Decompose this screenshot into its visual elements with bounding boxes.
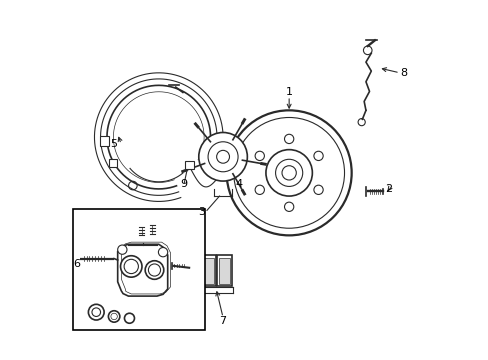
Text: 6: 6 (73, 259, 80, 269)
Circle shape (265, 150, 312, 196)
Circle shape (108, 311, 120, 322)
Circle shape (158, 248, 167, 257)
FancyBboxPatch shape (100, 136, 109, 146)
Polygon shape (118, 244, 167, 296)
Text: 4: 4 (235, 179, 242, 189)
Text: 9: 9 (180, 179, 187, 189)
Circle shape (226, 111, 351, 235)
Text: 7: 7 (219, 316, 226, 326)
Circle shape (121, 256, 142, 277)
Circle shape (88, 304, 104, 320)
FancyBboxPatch shape (109, 159, 117, 167)
Bar (73, 208, 205, 330)
Circle shape (118, 245, 127, 254)
Text: 1: 1 (285, 87, 292, 97)
Text: 3: 3 (198, 207, 204, 217)
FancyBboxPatch shape (201, 255, 215, 286)
Circle shape (198, 132, 247, 181)
FancyBboxPatch shape (218, 257, 230, 284)
Text: 5: 5 (110, 139, 118, 149)
Circle shape (124, 313, 134, 323)
FancyBboxPatch shape (184, 161, 194, 169)
FancyBboxPatch shape (203, 257, 214, 284)
Text: 8: 8 (399, 68, 406, 78)
FancyBboxPatch shape (217, 255, 231, 286)
Text: 2: 2 (385, 184, 392, 194)
Circle shape (145, 261, 163, 279)
